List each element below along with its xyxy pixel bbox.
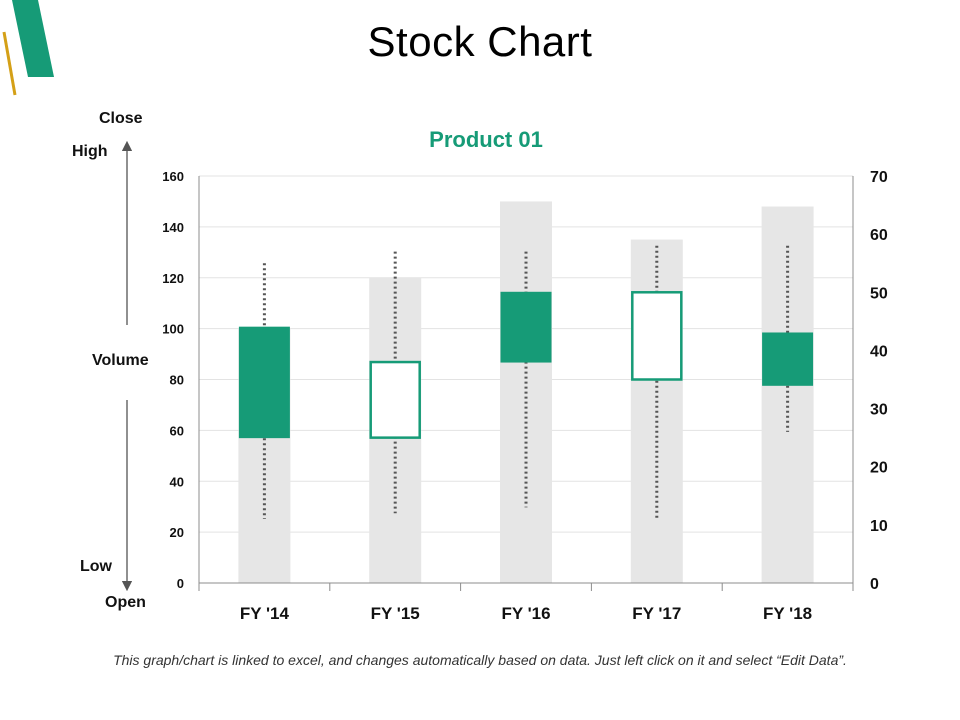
y-right-tick-label: 60 — [870, 227, 888, 244]
y-right-tick-label: 0 — [870, 576, 879, 593]
y-right-tick-label: 20 — [870, 460, 888, 477]
candle-up-box — [500, 291, 552, 363]
x-tick-label: FY '15 — [371, 604, 420, 623]
y-left-tick-label: 120 — [162, 271, 184, 286]
high-low-series — [262, 245, 790, 520]
y-left-tick-label: 140 — [162, 220, 184, 235]
decorative-corner-stripes — [2, 0, 54, 96]
volume-bar — [761, 206, 814, 583]
y-left-tick-label: 40 — [170, 474, 184, 489]
green-stripe-shape — [12, 0, 54, 77]
y-left-tick-label: 80 — [170, 373, 184, 388]
high-label: High — [72, 143, 108, 160]
candle-up-box — [238, 326, 290, 439]
y-right-tick-label: 50 — [870, 285, 888, 302]
x-tick-label: FY '14 — [240, 604, 290, 623]
y-left-tick-label: 0 — [177, 576, 184, 591]
x-tick-label: FY '18 — [763, 604, 812, 623]
footnote: This graph/chart is linked to excel, and… — [113, 652, 847, 668]
volume-label: Volume — [92, 352, 149, 369]
candle-down-box — [369, 360, 421, 439]
x-tick-label: FY '16 — [501, 604, 550, 623]
open-label: Open — [105, 594, 146, 611]
x-tick-label: FY '17 — [632, 604, 681, 623]
y-right-tick-label: 10 — [870, 518, 888, 535]
y-right-tick-label: 70 — [870, 169, 888, 186]
gold-stripe-line — [2, 31, 17, 96]
candle-up-box — [762, 332, 814, 386]
y-left-tick-label: 100 — [162, 322, 184, 337]
y-left-tick-label: 20 — [170, 525, 184, 540]
chart-tick-labels: FY '14 FY '15 FY '16 FY '17 FY '18 0 20 40 60 80 1… — [162, 169, 888, 623]
page-title: Stock Chart — [367, 18, 593, 65]
low-label: Low — [80, 558, 112, 575]
close-label: Close — [99, 110, 143, 127]
y-right-tick-label: 30 — [870, 402, 888, 419]
y-right-tick-label: 40 — [870, 343, 888, 360]
y-left-tick-label: 160 — [162, 169, 184, 184]
chart-title: Product 01 — [429, 127, 543, 152]
chart-axes — [198, 176, 854, 591]
y-left-tick-label: 60 — [170, 423, 184, 438]
candle-down-box — [631, 291, 683, 381]
open-close-series — [238, 291, 814, 439]
